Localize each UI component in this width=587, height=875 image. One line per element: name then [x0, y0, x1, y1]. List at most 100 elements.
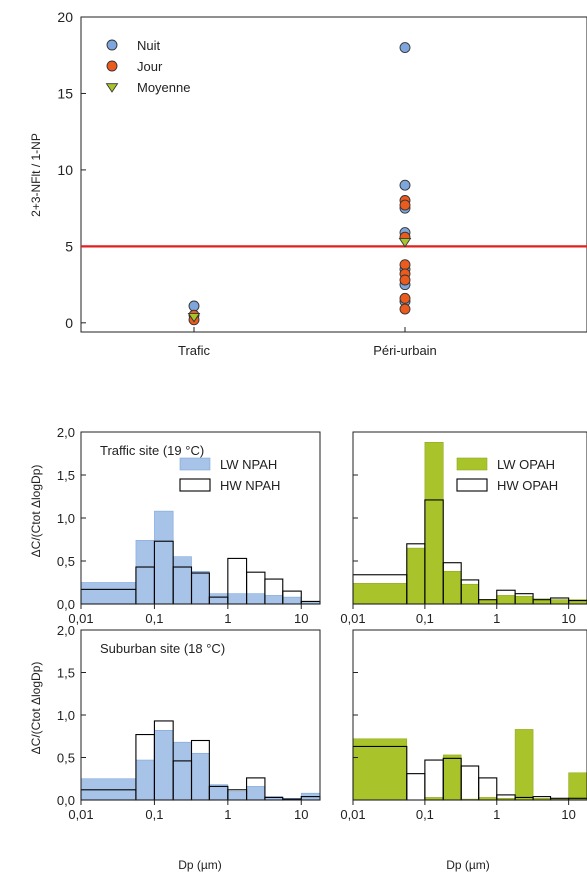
y-tick-label: 1,5 — [57, 666, 75, 681]
data-point-jour — [399, 199, 411, 211]
bar-lw-8 — [264, 595, 284, 605]
panel-traffic-npah: 0,0 0,5 1,0 1,5 2,0 0,01 0,1 1 10 Traffic site (1… — [57, 425, 321, 626]
scatter-x-tick-label: Péri-urbain — [373, 343, 437, 358]
legend-swatch-0 — [456, 457, 488, 471]
scatter-plot-area — [80, 16, 587, 333]
bar-lw-4 — [191, 571, 210, 605]
panel-annotation: Suburban site (18 °C) — [100, 641, 225, 656]
bar-lw-6 — [227, 791, 247, 801]
scatter-y-tick-label: 0 — [65, 315, 73, 331]
bar-lw-4 — [460, 583, 479, 605]
bar-lw-9 — [550, 599, 569, 605]
bar-lw-6 — [496, 595, 516, 605]
panel-suburban-npah: 0,0 0,5 1,0 1,5 2,0 0,01 0,1 1 10 Suburban site (… — [57, 623, 321, 822]
x-tick-label: 0,1 — [145, 611, 163, 626]
legend-label-jour: Jour — [137, 59, 163, 74]
y-tick-label: 1,0 — [57, 511, 75, 526]
legend-marker-moyenne — [105, 83, 119, 93]
legend-swatch-1 — [179, 478, 211, 492]
legend-label-nuit: Nuit — [137, 38, 161, 53]
legend-label-1: HW OPAH — [497, 478, 558, 493]
legend-marker-jour — [106, 60, 118, 72]
x-tick-label: 0,1 — [145, 807, 163, 822]
scatter-y-tick-label: 20 — [57, 9, 73, 25]
x-tick-label: 10 — [294, 611, 308, 626]
x-axis-title-left: Dp (µm) — [178, 858, 222, 872]
histogram-y-axis-title-bottom: ΔC/(Ctot ΔlogDp) — [29, 662, 43, 755]
bar-lw-3 — [442, 754, 462, 801]
x-tick-label: 10 — [294, 807, 308, 822]
bar-lw-1 — [135, 759, 155, 801]
bar-lw-5 — [478, 599, 498, 605]
x-tick-label: 1 — [493, 807, 500, 822]
y-tick-label: 0,0 — [57, 793, 75, 808]
scatter-x-tick-label: Trafic — [178, 343, 211, 358]
x-tick-label: 0,01 — [68, 807, 93, 822]
y-tick-label: 0,5 — [57, 554, 75, 569]
bar-lw-9 — [282, 596, 302, 605]
scatter-y-tick-label: 10 — [57, 162, 73, 178]
y-tick-label: 2,0 — [57, 623, 75, 638]
data-point-moyenne — [398, 238, 412, 248]
bar-lw-6 — [227, 593, 247, 605]
x-tick-label: 10 — [561, 807, 575, 822]
x-tick-label: 0,1 — [416, 807, 434, 822]
bar-hw-2 — [424, 759, 444, 801]
y-tick-label: 0,5 — [57, 751, 75, 766]
data-point-jour — [399, 274, 411, 286]
bar-hw-5 — [478, 777, 498, 801]
y-tick-label: 2,0 — [57, 425, 75, 440]
bar-lw-2 — [424, 442, 444, 605]
legend-label-1: HW NPAH — [220, 478, 280, 493]
bar-hw-4 — [460, 765, 480, 801]
bar-lw-7 — [514, 729, 534, 801]
data-point-moyenne — [187, 312, 201, 323]
data-point-nuit — [399, 179, 411, 191]
panel-traffic-opah: 0,01 0,1 1 10 LW OPAH HW OPAH — [340, 431, 587, 626]
legend-label-moyenne: Moyenne — [137, 80, 190, 95]
x-tick-label: 0,01 — [68, 611, 93, 626]
bar-lw-5 — [209, 593, 229, 605]
legend-label-0: LW OPAH — [497, 457, 555, 472]
x-tick-label: 0,01 — [340, 807, 365, 822]
bar-hw-1 — [406, 773, 426, 801]
bar-lw-3 — [172, 556, 192, 605]
y-tick-label: 0,0 — [57, 597, 75, 612]
legend-label-0: LW NPAH — [220, 457, 277, 472]
y-tick-label: 1,0 — [57, 708, 75, 723]
scatter-y-tick-label: 15 — [57, 85, 73, 101]
bar-lw-2 — [154, 510, 174, 605]
bar-lw-4 — [191, 752, 210, 801]
bar-lw-5 — [209, 784, 229, 801]
data-point-jour — [399, 292, 411, 304]
scatter-chart: 2+3-NFlt / 1-NP 0 5 10 15 20 Trafic Péri-urbai… — [29, 9, 587, 358]
bar-lw-7 — [246, 786, 266, 801]
x-tick-label: 0,01 — [340, 611, 365, 626]
bar-lw-3 — [442, 571, 462, 605]
legend-swatch-1 — [456, 478, 488, 492]
data-point-jour — [399, 303, 411, 315]
x-tick-label: 1 — [224, 807, 231, 822]
y-tick-label: 1,5 — [57, 468, 75, 483]
panel-annotation: Traffic site (19 °C) — [100, 443, 204, 458]
legend-marker-nuit — [106, 39, 118, 51]
bar-lw-3 — [172, 741, 192, 801]
bar-lw-7 — [514, 595, 534, 605]
panel-suburban-opah: 0,01 0,1 1 10 — [340, 629, 587, 822]
data-point-nuit — [188, 300, 200, 312]
bar-lw-1 — [406, 547, 426, 605]
bar-lw-2 — [154, 729, 174, 801]
histogram-y-axis-title-top: ΔC/(Ctot ΔlogDp) — [29, 465, 43, 558]
x-tick-label: 0,1 — [416, 611, 434, 626]
legend-swatch-0 — [179, 457, 211, 471]
bar-lw-7 — [246, 593, 266, 605]
scatter-y-tick-label: 5 — [65, 238, 73, 254]
x-tick-label: 1 — [224, 611, 231, 626]
data-point-nuit — [399, 42, 411, 54]
scatter-y-axis-title: 2+3-NFlt / 1-NP — [29, 133, 43, 217]
x-axis-title-right: Dp (µm) — [446, 858, 490, 872]
x-tick-label: 1 — [493, 611, 500, 626]
bar-lw-0 — [80, 582, 137, 605]
bar-lw-1 — [135, 540, 155, 605]
